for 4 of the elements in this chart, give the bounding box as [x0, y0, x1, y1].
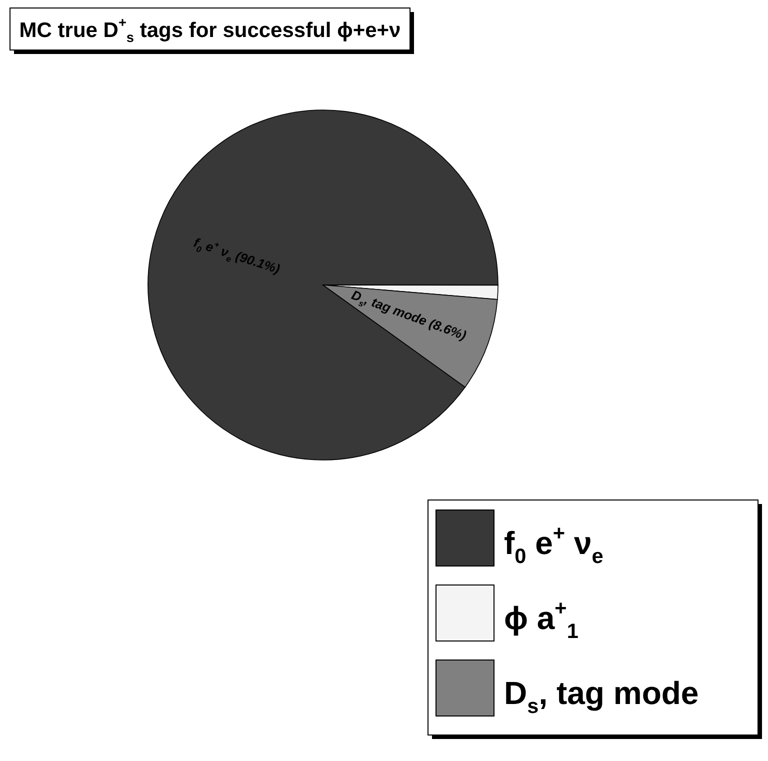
chart-title: MC true D$^{+}$$_{s}$ tags for successful ϕ+e+ν [19, 15, 401, 46]
legend-label: D$_{s}$, tag mode [504, 675, 699, 718]
legend-label: f$_{0}$ e$^{+}$ ν$_{e}$ [504, 522, 604, 568]
pie-slice [148, 110, 498, 460]
